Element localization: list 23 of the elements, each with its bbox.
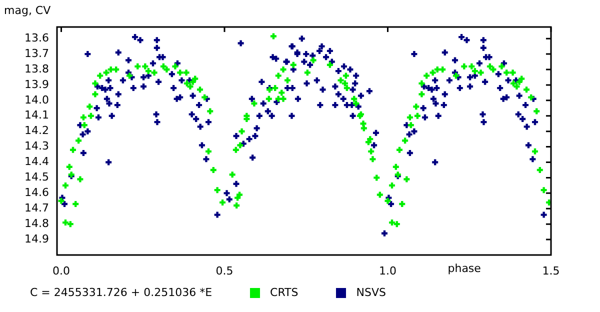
y-axis-title: mag, CV [4, 4, 51, 17]
y-tick-label: 14.3 [24, 140, 49, 153]
x-tick-label: 0.0 [52, 264, 70, 278]
x-tick-label: 0.5 [216, 264, 234, 278]
y-tick-label: 14.2 [24, 124, 49, 138]
x-tick-label: 1.0 [379, 264, 396, 278]
y-tick-label: 14.6 [24, 186, 49, 200]
y-tick-label: 14.8 [24, 216, 49, 230]
y-tick-label: 13.7 [24, 46, 49, 60]
y-tick-label: 14.1 [24, 108, 49, 122]
y-tick-label: 14.4 [24, 155, 49, 168]
y-tick-label: 14.9 [24, 232, 49, 246]
x-tick-label: 1.5 [542, 264, 560, 278]
text: C = 2455331.726 + 0.251036 *E [30, 286, 212, 299]
y-tick-label: 14.0 [24, 93, 49, 106]
y-tick-label: 13.6 [24, 31, 49, 44]
legend-label: NSVS [356, 286, 386, 299]
y-tick-label: 14.5 [24, 170, 49, 184]
y-tick-label: 14.7 [24, 201, 49, 214]
legend-label: CRTS [270, 286, 298, 299]
y-tick-label: 13.8 [24, 62, 49, 76]
x-axis-title: phase [448, 262, 481, 275]
y-tick-label: 13.9 [24, 78, 49, 91]
